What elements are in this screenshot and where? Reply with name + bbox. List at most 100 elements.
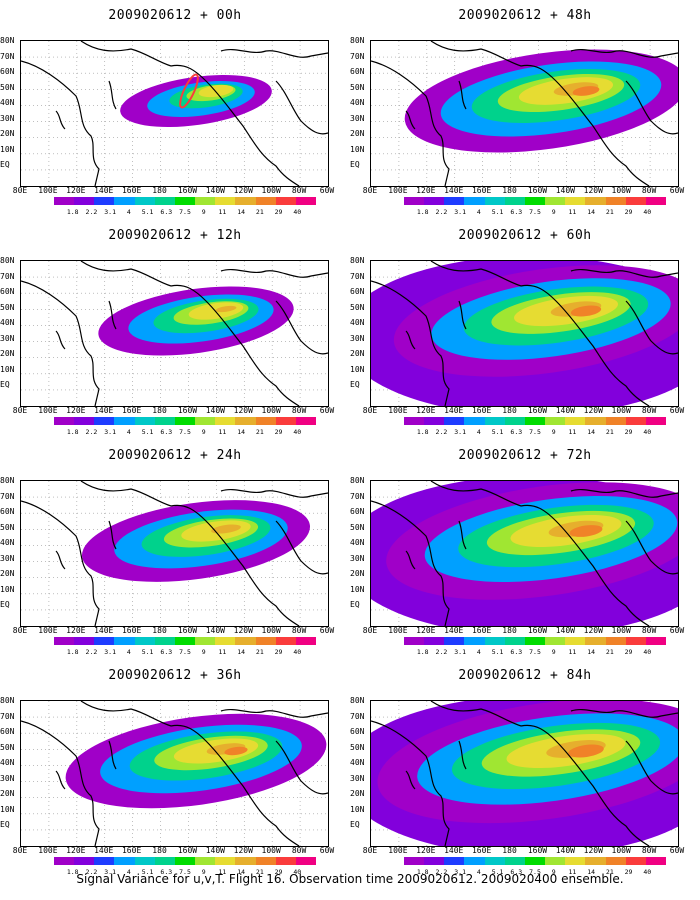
colorbar-swatch bbox=[255, 197, 276, 205]
colorbar-label: 2.2 bbox=[435, 648, 448, 656]
colorbar-swatch bbox=[295, 197, 317, 205]
coastline bbox=[625, 740, 678, 795]
colorbar bbox=[404, 197, 667, 205]
colorbar-label: 3.1 bbox=[104, 648, 117, 656]
colorbar-swatch bbox=[215, 637, 236, 645]
longitude-label: 160E bbox=[471, 186, 492, 195]
latitude-label: EQ bbox=[350, 600, 360, 609]
longitude-label: 180 bbox=[502, 626, 517, 635]
longitude-label: 80E bbox=[362, 406, 378, 415]
longitude-label: 60W bbox=[319, 846, 335, 855]
longitude-label: 140E bbox=[94, 846, 114, 855]
latitude-label: 60N bbox=[0, 507, 15, 516]
colorbar-swatch bbox=[565, 417, 586, 425]
forecast-panel: 2009020612 + 72h 80N 70N 60N 50N 40N 30N 20N 10N… bbox=[350, 440, 700, 665]
longitude-label: 160E bbox=[121, 846, 142, 855]
panel-title: 2009020612 + 00h bbox=[108, 8, 242, 23]
longitude-label: 80E bbox=[12, 846, 28, 855]
colorbar-swatch bbox=[585, 637, 606, 645]
latitude-label: EQ bbox=[350, 820, 360, 829]
colorbar-swatch bbox=[94, 197, 115, 205]
colorbar-swatch bbox=[565, 197, 586, 205]
latitude-label: EQ bbox=[350, 380, 360, 389]
forecast-panel: 2009020612 + 24h 80N 70N 60N 50N 40N 30N 20N 10N… bbox=[0, 440, 350, 665]
colorbar-label: 21 bbox=[255, 648, 264, 656]
latitude-label: 50N bbox=[350, 302, 365, 312]
colorbar-label: 1.8 bbox=[66, 868, 79, 876]
colorbar-label: 29 bbox=[624, 868, 633, 876]
latitude-label: 80N bbox=[0, 696, 15, 705]
colorbar-swatch bbox=[295, 857, 317, 865]
latitude-label: 80N bbox=[350, 476, 365, 485]
colorbar-label: 4 bbox=[126, 868, 131, 876]
colorbar-label: 1.8 bbox=[66, 648, 79, 656]
colorbar-label: 2.2 bbox=[435, 868, 448, 876]
colorbar-swatch bbox=[255, 857, 276, 865]
map-svg bbox=[371, 41, 678, 186]
coastline bbox=[371, 60, 450, 186]
colorbar-swatch bbox=[114, 857, 135, 865]
coastline bbox=[570, 708, 678, 718]
longitude-label: 60W bbox=[319, 186, 335, 195]
colorbar-swatch bbox=[114, 197, 135, 205]
colorbar-label: 11 bbox=[218, 868, 227, 876]
variance-contour bbox=[215, 305, 237, 313]
latitude-label: 30N bbox=[350, 333, 365, 343]
colorbar-swatch bbox=[625, 417, 646, 425]
colorbar-swatch bbox=[565, 637, 586, 645]
longitude-label: 120W bbox=[233, 846, 253, 855]
colorbar-swatch bbox=[585, 197, 606, 205]
longitude-label: 100W bbox=[261, 846, 281, 855]
colorbar-label: 11 bbox=[218, 208, 227, 216]
colorbar-swatch bbox=[404, 857, 425, 865]
latitude-label: EQ bbox=[0, 820, 10, 829]
colorbar-swatch bbox=[464, 417, 485, 425]
latitude-label: 60N bbox=[0, 287, 15, 296]
colorbar-label: 3.1 bbox=[104, 208, 117, 216]
colorbar-label: 1.8 bbox=[416, 208, 429, 216]
colorbar-label: 14 bbox=[587, 428, 596, 436]
latitude-label: 60N bbox=[0, 67, 15, 76]
longitude-label: 80E bbox=[12, 186, 28, 195]
map-svg bbox=[21, 261, 328, 406]
colorbar-swatch bbox=[114, 417, 135, 425]
latitude-label: EQ bbox=[0, 160, 10, 169]
longitude-label: 160E bbox=[121, 186, 142, 195]
colorbar bbox=[54, 197, 317, 205]
colorbar-label: 5.1 bbox=[491, 868, 504, 876]
longitude-label: 120E bbox=[66, 406, 86, 415]
coastline bbox=[21, 500, 100, 626]
colorbar-swatch bbox=[605, 417, 626, 425]
longitude-label: 120W bbox=[583, 846, 603, 855]
colorbar-label: 9 bbox=[551, 648, 556, 656]
longitude-label: 100E bbox=[388, 846, 408, 855]
longitude-label: 80W bbox=[641, 186, 657, 195]
latitude-label: 10N bbox=[350, 144, 365, 154]
map-svg bbox=[371, 701, 678, 846]
colorbar-swatch bbox=[134, 197, 155, 205]
colorbar-swatch bbox=[585, 857, 606, 865]
colorbar-swatch bbox=[174, 637, 196, 645]
map-area bbox=[370, 260, 679, 407]
latitude-label: 20N bbox=[350, 129, 365, 138]
variance-contour bbox=[179, 73, 199, 109]
colorbar-swatch bbox=[545, 197, 566, 205]
coastline bbox=[570, 48, 678, 58]
colorbar-label: 40 bbox=[293, 868, 302, 876]
colorbar-swatch bbox=[195, 857, 216, 865]
colorbar-swatch bbox=[404, 417, 425, 425]
colorbar-swatch bbox=[524, 857, 546, 865]
longitude-label: 140W bbox=[555, 626, 575, 635]
latitude-label: EQ bbox=[0, 600, 10, 609]
colorbar-swatch bbox=[444, 857, 465, 865]
latitude-label: 20N bbox=[0, 349, 15, 358]
latitude-label: 20N bbox=[0, 129, 15, 138]
colorbar-swatch bbox=[74, 197, 95, 205]
forecast-panel: 2009020612 + 00h 80N 70N 60N 50N 40N 30N 20N 10N… bbox=[0, 0, 350, 225]
forecast-panel: 2009020612 + 12h 80N 70N 60N 50N 40N 30N 20N 10N… bbox=[0, 220, 350, 445]
colorbar-swatch bbox=[114, 637, 135, 645]
coastline bbox=[21, 60, 100, 186]
longitude-label: 160E bbox=[121, 626, 142, 635]
latitude-label: 50N bbox=[0, 82, 15, 92]
longitude-label: 60W bbox=[319, 626, 335, 635]
